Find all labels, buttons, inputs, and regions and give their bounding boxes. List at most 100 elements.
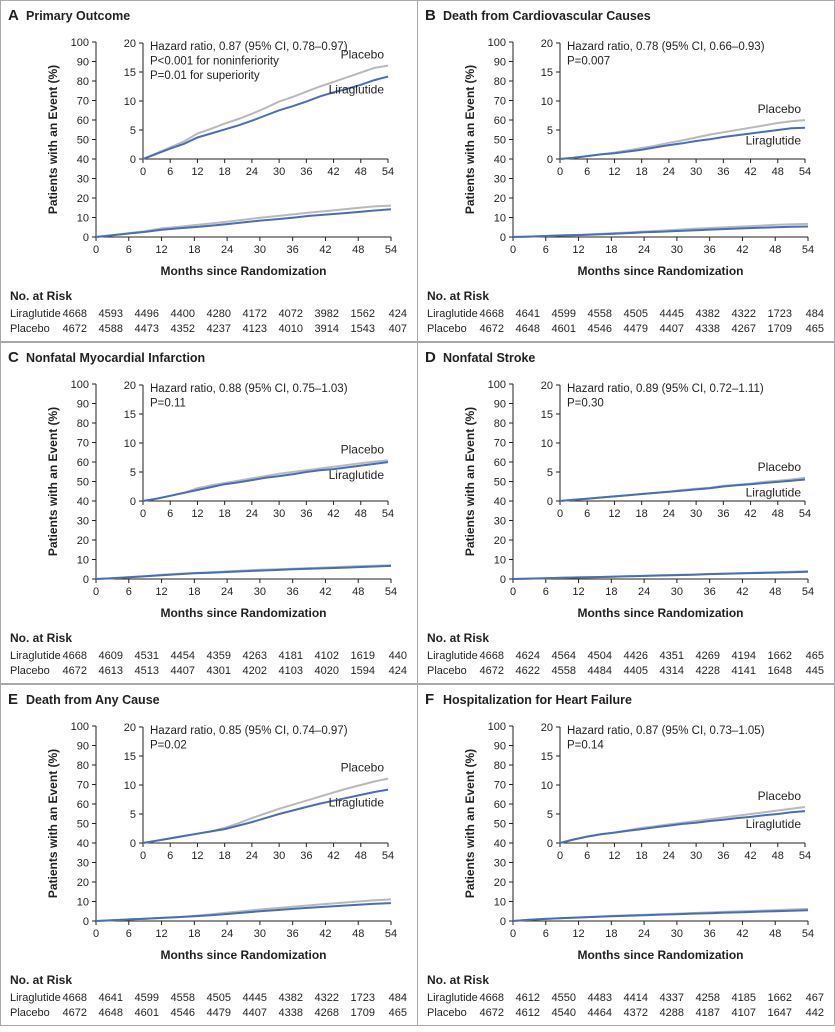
risk-cell: 4464 [587,1007,612,1019]
series-label-liraglutide: Liraglutide [746,817,802,831]
inset-y-tick-label: 15 [541,409,553,421]
panel-title: Death from Cardiovascular Causes [443,9,651,23]
panel-letter: E [8,691,19,708]
risk-cell: 4359 [206,650,231,662]
risk-row-placebo: Placebo 4672 4622 4558 4484 4405 4314 4228 4141 1… [427,665,827,679]
x-tick-label: 18 [188,586,200,598]
risk-cell: 1562 [350,308,375,320]
risk-cell: 4588 [98,323,123,335]
y-tick-label: 100 [71,379,89,391]
x-tick-label: 24 [638,244,650,256]
y-tick-label: 50 [77,477,89,489]
risk-cell: 3914 [314,323,339,335]
risk-cell: 4102 [314,650,339,662]
y-tick-label: 0 [83,574,89,586]
y-axis-title: Patients with an Event (%) [463,65,477,214]
y-tick-label: 100 [71,721,89,733]
inset-series-line-liraglutide [559,810,806,844]
risk-cell: 4414 [623,992,648,1004]
inset-x-tick-label: 6 [584,166,590,178]
inset-y-tick-label: 15 [541,67,553,79]
inset-y-tick-label: 10 [541,96,553,108]
x-tick-label: 24 [221,586,233,598]
risk-row-liraglutide: Liraglutide 4668 4624 4564 4504 4426 4351 4269 4… [427,650,827,664]
inset-x-tick-label: 24 [663,166,675,178]
inset-y-tick-label: 0 [130,496,136,508]
risk-cell: 1662 [767,992,792,1004]
risk-cell: 4237 [206,323,231,335]
risk-cell: 4672 [479,665,504,677]
panel-title: Hospitalization for Heart Failure [443,693,632,707]
inset-y-tick-label: 5 [547,809,553,821]
series-label-liraglutide: Liraglutide [329,83,385,97]
y-tick-label: 80 [494,418,506,430]
risk-cell: 4479 [206,1007,231,1019]
x-tick-label: 0 [510,928,516,940]
series-label-placebo: Placebo [758,460,802,474]
inset-y-tick-label: 15 [541,751,553,763]
x-tick-label: 0 [93,928,99,940]
risk-row-label: Placebo [427,1007,467,1019]
risk-cell: 1648 [767,665,792,677]
series-line-liraglutide [95,564,392,580]
risk-cell: 4172 [242,308,267,320]
stat-line: P=0.007 [567,56,610,68]
risk-cell: 4267 [731,323,756,335]
risk-cell: 4338 [695,323,720,335]
inset-x-tick-label: 42 [327,166,339,178]
risk-cell: 1709 [350,1007,375,1019]
risk-cell: 4513 [134,665,159,677]
y-tick-label: 60 [494,457,506,469]
risk-cell: 4280 [206,308,231,320]
inset-x-tick-label: 24 [246,166,258,178]
panel-letter: D [425,349,436,366]
panel-c: C Nonfatal Myocardial Infarction 0 6 12 18 24 3… [0,342,418,684]
x-tick-label: 54 [802,244,814,256]
stat-line: Hazard ratio, 0.89 (95% CI, 0.72–1.11) [567,383,764,395]
inset-y-tick-label: 20 [541,722,553,734]
risk-cell: 4107 [731,1007,756,1019]
y-tick-label: 30 [77,858,89,870]
inset-x-tick-label: 12 [608,508,620,520]
inset-x-tick-label: 24 [663,850,675,862]
risk-cell: 4288 [659,1007,684,1019]
risk-cell: 4405 [623,665,648,677]
x-tick-label: 12 [572,586,584,598]
risk-cell: 1647 [767,1007,792,1019]
y-tick-label: 50 [494,477,506,489]
inset-x-tick-label: 48 [355,850,367,862]
y-tick-label: 80 [494,76,506,88]
inset-x-tick-label: 36 [717,508,729,520]
x-tick-label: 18 [188,928,200,940]
x-tick-label: 0 [510,244,516,256]
inset-y-tick-label: 10 [124,438,136,450]
inset-x-tick-label: 30 [273,166,285,178]
risk-cell: 4407 [659,323,684,335]
panel-title: Death from Any Cause [26,693,160,707]
risk-cell: 4546 [170,1007,195,1019]
y-tick-label: 50 [494,819,506,831]
inset-x-tick-label: 54 [382,166,394,178]
x-tick-label: 24 [221,244,233,256]
y-tick-label: 80 [77,760,89,772]
risk-cell: 4558 [551,665,576,677]
risk-cell: 4641 [98,992,123,1004]
y-tick-label: 0 [500,232,506,244]
risk-cell: 4648 [515,323,540,335]
y-tick-label: 50 [77,819,89,831]
x-tick-label: 18 [605,928,617,940]
inset-y-tick-label: 20 [541,38,553,50]
risk-cell: 4668 [479,650,504,662]
risk-row-liraglutide: Liraglutide 4668 4641 4599 4558 4505 4445 4382 4… [10,992,410,1006]
inset-x-tick-label: 0 [557,508,563,520]
inset-x-tick-label: 0 [557,850,563,862]
y-tick-label: 70 [77,780,89,792]
inset-y-tick-label: 20 [124,380,136,392]
risk-table-header: No. at Risk [427,973,490,987]
x-tick-label: 36 [287,244,299,256]
risk-cell: 4187 [695,1007,720,1019]
y-tick-label: 30 [77,174,89,186]
x-tick-label: 48 [769,244,781,256]
risk-table-header: No. at Risk [10,631,73,645]
y-tick-label: 20 [494,535,506,547]
